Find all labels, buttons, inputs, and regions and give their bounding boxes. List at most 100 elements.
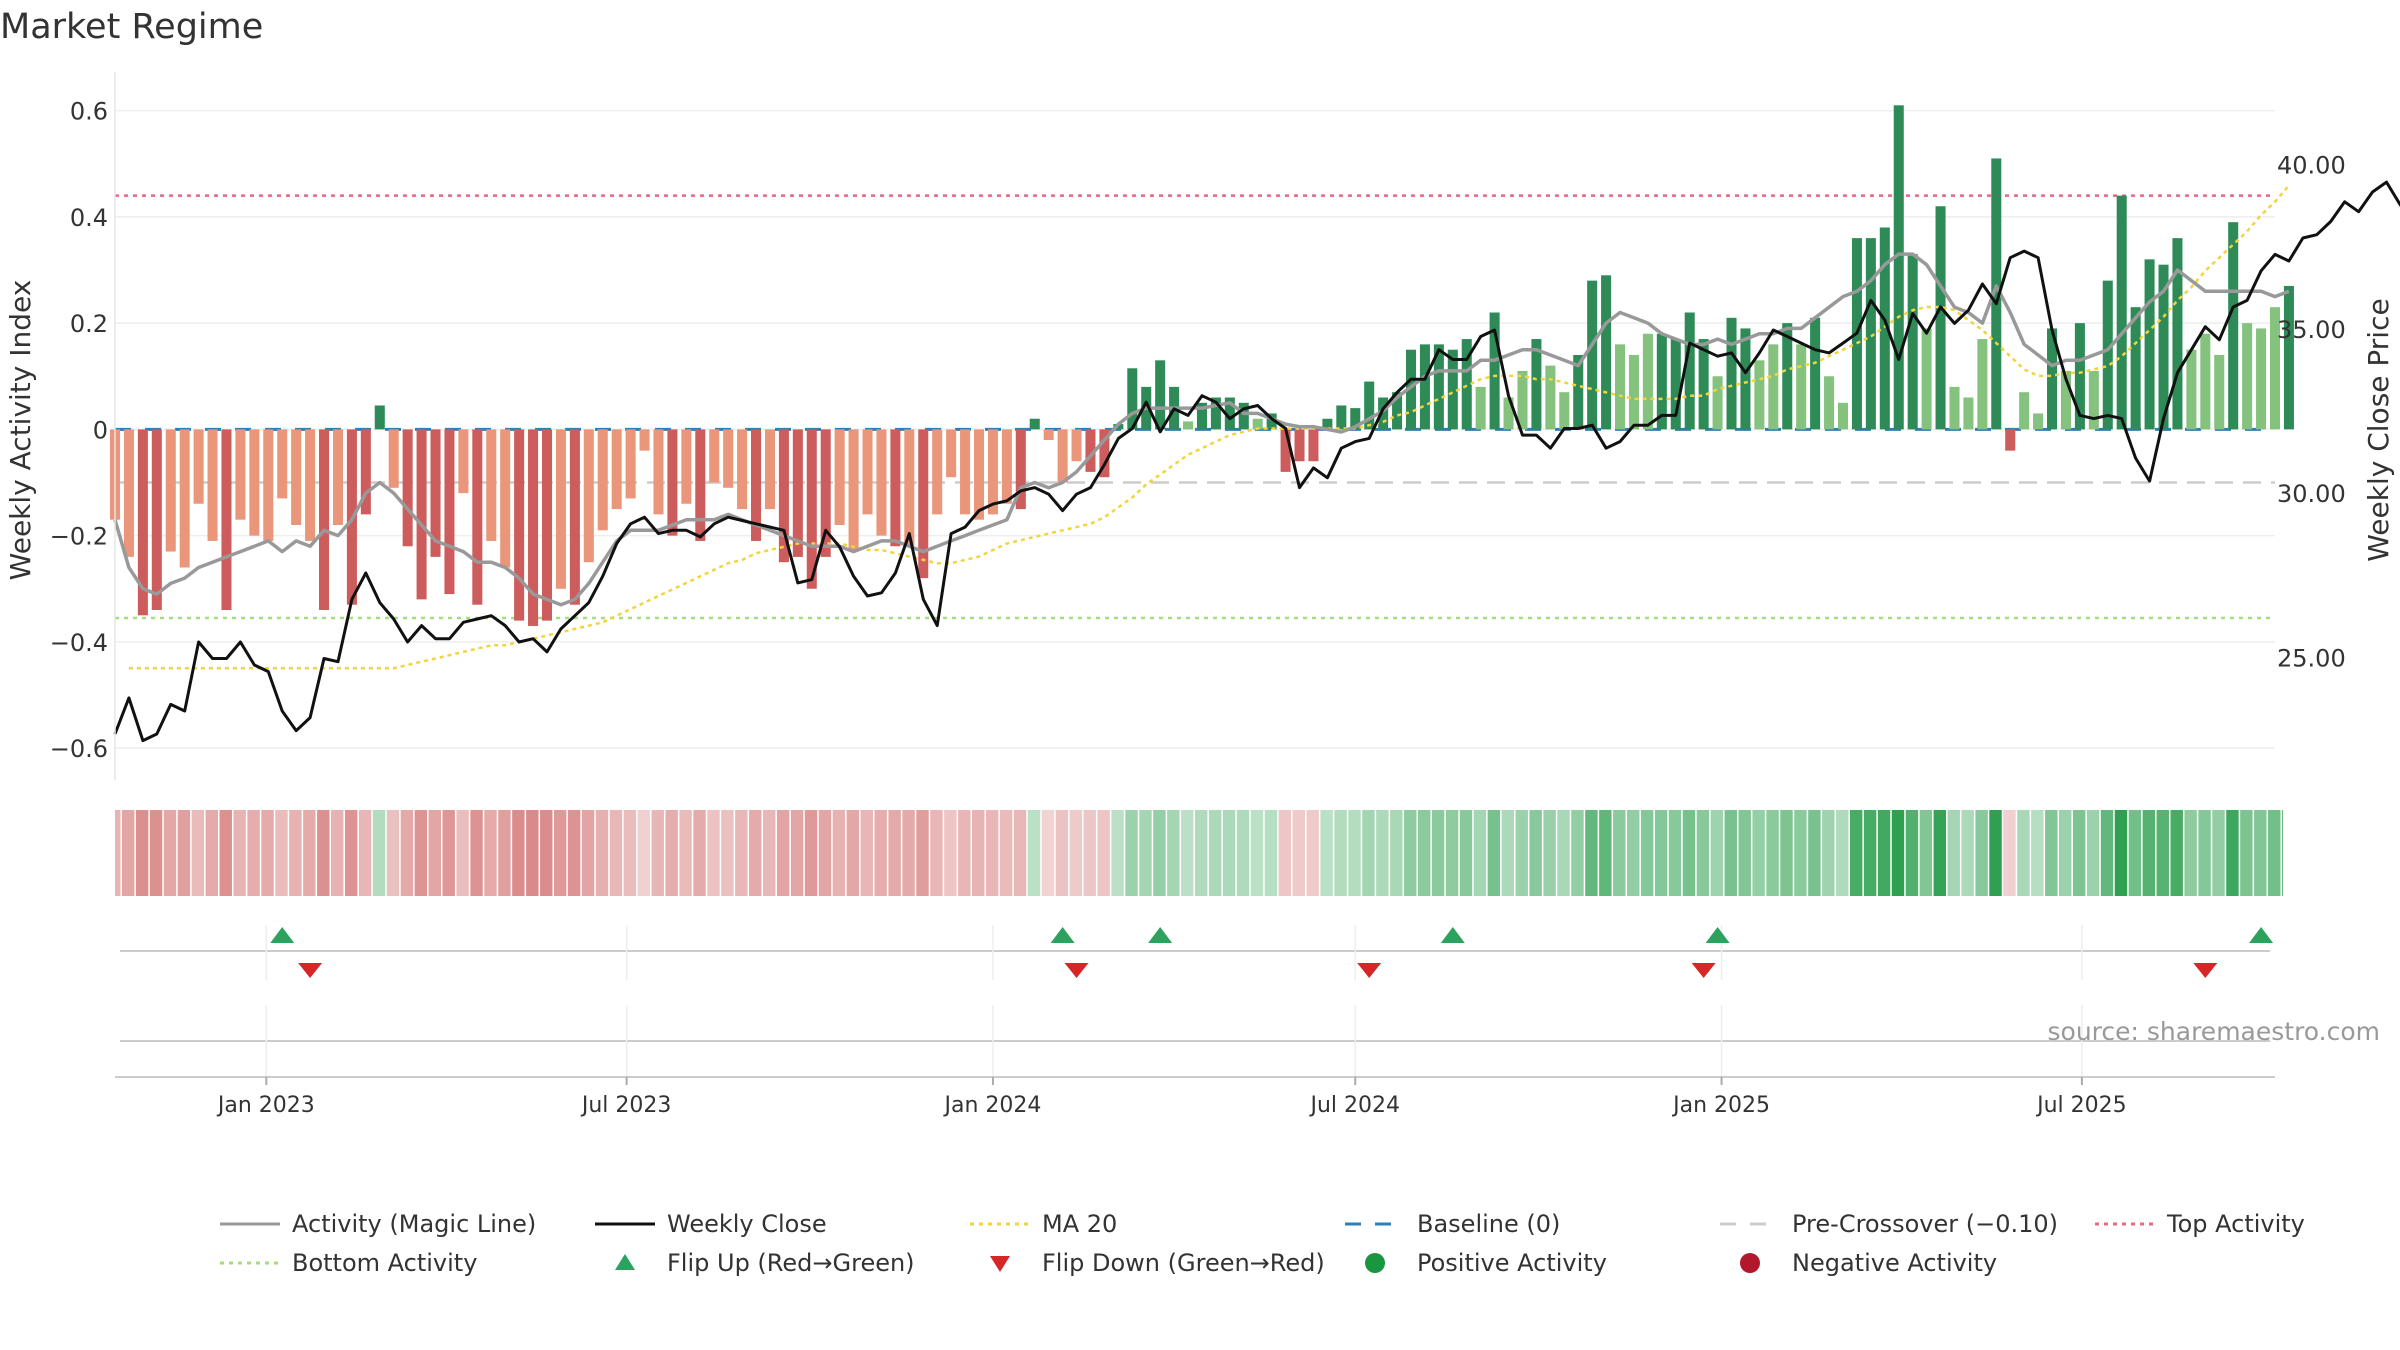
activity-bar <box>848 429 859 552</box>
regime-strip-cell <box>1278 810 1292 896</box>
activity-bar <box>319 429 330 610</box>
regime-strip-cell <box>1947 810 1960 896</box>
regime-strip-cell <box>2100 810 2114 896</box>
activity-bar <box>583 429 594 563</box>
regime-strip-cell <box>1863 810 1877 896</box>
regime-strip-cell <box>1041 810 1055 896</box>
regime-strip-cell <box>916 810 929 896</box>
regime-strip-cell <box>1836 810 1849 896</box>
regime-strip-cell <box>289 810 302 896</box>
regime-strip-cell <box>1543 810 1556 896</box>
regime-strip-cell <box>1097 810 1110 896</box>
regime-strip-cell <box>1627 810 1640 896</box>
regime-strip-cell <box>1153 810 1166 896</box>
regime-strip-cell <box>1738 810 1751 896</box>
activity-bar <box>987 429 998 515</box>
ma20-line <box>128 184 2290 670</box>
regime-strip-cell <box>1585 810 1598 896</box>
regime-strip-cell <box>2281 810 2283 896</box>
regime-strip-cell <box>1027 810 1041 896</box>
activity-bar <box>1350 408 1361 430</box>
regime-strip-cell <box>303 810 316 896</box>
legend-swatch-flip-down <box>990 1256 1010 1272</box>
regime-strip-cell <box>567 810 581 896</box>
activity-bar <box>1837 402 1849 430</box>
regime-strip-cell <box>1529 810 1542 896</box>
regime-strip-cell <box>1083 810 1096 896</box>
regime-strip-cell <box>2142 810 2156 896</box>
activity-bar <box>1991 158 2002 430</box>
activity-bar <box>1336 405 1347 430</box>
regime-strip-cell <box>540 810 553 896</box>
regime-strip-cell <box>1640 810 1654 896</box>
x-tick-label: Jan 2025 <box>1671 1093 1770 1118</box>
activity-bar <box>1712 376 1723 430</box>
x-tick-label: Jan 2023 <box>216 1093 315 1118</box>
regime-strip-cell <box>2128 810 2142 896</box>
activity-bar <box>751 429 762 541</box>
regime-strip-cell <box>1125 810 1138 896</box>
regime-strip-cell <box>372 810 386 896</box>
activity-bar <box>792 429 803 557</box>
regime-strip-cell <box>1069 810 1083 896</box>
activity-bar <box>1071 429 1082 462</box>
regime-strip-cell <box>609 810 623 896</box>
legend-label: Baseline (0) <box>1417 1210 1560 1238</box>
activity-bar <box>1642 333 1653 430</box>
regime-strip-cell <box>888 810 901 896</box>
y-right-tick-label: 30.00 <box>2277 480 2346 508</box>
x-tick-label: Jul 2023 <box>580 1093 672 1118</box>
activity-bar <box>2256 328 2267 430</box>
activity-bar <box>1238 402 1249 430</box>
regime-strip-cell <box>846 810 860 896</box>
flip-up-marker <box>270 927 295 943</box>
activity-bar <box>1754 360 1765 430</box>
activity-bar <box>1378 397 1389 430</box>
activity-bar <box>737 429 748 510</box>
series-lines <box>113 180 2400 743</box>
activity-bar <box>207 429 218 541</box>
activity-bar <box>2186 349 2197 430</box>
activity-bar <box>904 429 915 547</box>
regime-strip-cell <box>2114 810 2128 896</box>
activity-bar <box>1782 323 1793 430</box>
activity-bar <box>778 429 789 563</box>
regime-strip-cell <box>1459 810 1473 896</box>
legend-label: Pre-Crossover (−0.10) <box>1792 1210 2058 1238</box>
activity-bar <box>1615 344 1626 430</box>
activity-bar <box>960 429 971 515</box>
regime-strip-cell <box>2170 810 2183 896</box>
y-axis-right-label: Weekly Close Price <box>2362 298 2395 561</box>
activity-bar <box>1531 339 1542 430</box>
regime-strip-cell <box>776 810 790 896</box>
regime-strip-cell <box>2003 810 2016 896</box>
regime-strip-cell <box>233 810 246 896</box>
regime-strip-cell <box>414 810 428 896</box>
regime-strip-cell <box>1613 810 1626 896</box>
activity-bar <box>2130 307 2141 430</box>
legend-label: Activity (Magic Line) <box>292 1210 536 1238</box>
regime-strip-cell <box>149 810 163 896</box>
activity-bar <box>402 429 413 547</box>
activity-bar <box>1266 413 1277 430</box>
activity-bar <box>834 429 845 525</box>
regime-strip-cell <box>1766 810 1779 896</box>
activity-bar <box>1628 355 1639 430</box>
activity-bar <box>151 429 162 610</box>
activity-bar <box>1057 429 1068 483</box>
flip-down-marker <box>1691 963 1716 978</box>
activity-bar <box>277 429 288 499</box>
activity-bar <box>1824 376 1835 430</box>
activity-bar <box>137 429 148 616</box>
activity-bar <box>569 429 580 605</box>
activity-bar <box>1559 392 1570 430</box>
activity-bar <box>221 429 232 610</box>
activity-bar <box>764 429 775 510</box>
x-tick-label: Jan 2024 <box>942 1093 1041 1118</box>
regime-strip-cell <box>428 810 441 896</box>
regime-strip-cell <box>1710 810 1724 896</box>
activity-bar <box>1433 344 1444 430</box>
regime-strip-cell <box>707 810 720 896</box>
regime-strip-cell <box>247 810 260 896</box>
legend-label: Flip Down (Green→Red) <box>1042 1249 1325 1277</box>
